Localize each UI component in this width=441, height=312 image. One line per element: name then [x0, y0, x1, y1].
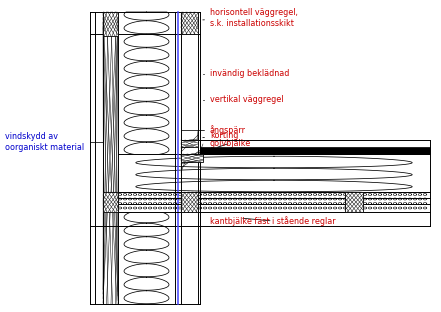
Bar	[345, 192, 363, 212]
Text: ångspärr: ångspärr	[181, 125, 246, 135]
Bar	[200, 147, 430, 154]
Bar	[181, 140, 198, 147]
Text: korting: korting	[203, 130, 239, 139]
Bar	[103, 12, 118, 36]
Bar	[103, 192, 118, 212]
Bar	[103, 12, 118, 304]
Bar	[118, 12, 175, 304]
Text: horisontell väggregel,
s.k. installationsskikt: horisontell väggregel, s.k. installation…	[203, 8, 298, 28]
Text: golvbjälke: golvbjälke	[210, 139, 251, 148]
Text: vertikal väggregel: vertikal väggregel	[203, 95, 284, 105]
Text: invändig beklädnad: invändig beklädnad	[203, 70, 289, 79]
Bar	[118, 192, 430, 212]
Text: kantbjälke fäst i stående reglar: kantbjälke fäst i stående reglar	[210, 216, 336, 226]
Text: vindskydd av
oorganiskt material: vindskydd av oorganiskt material	[5, 132, 103, 152]
Bar	[118, 154, 430, 192]
Bar	[181, 154, 203, 162]
Bar	[181, 192, 198, 212]
Bar	[181, 12, 198, 34]
